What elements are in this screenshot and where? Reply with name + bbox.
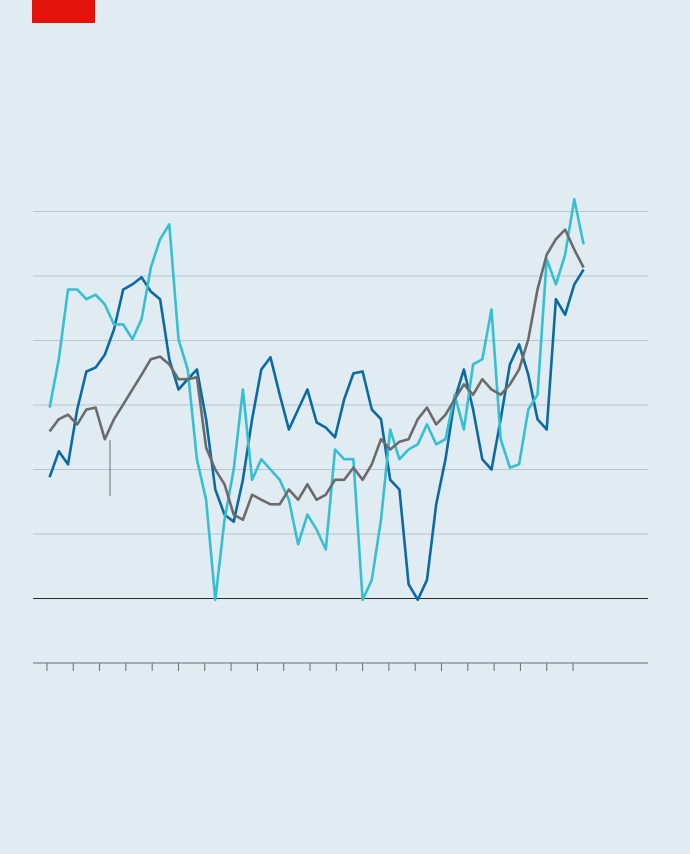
series-line [48,197,585,602]
series-line [48,228,585,522]
brand-tag [32,0,95,23]
series-line [48,268,585,602]
